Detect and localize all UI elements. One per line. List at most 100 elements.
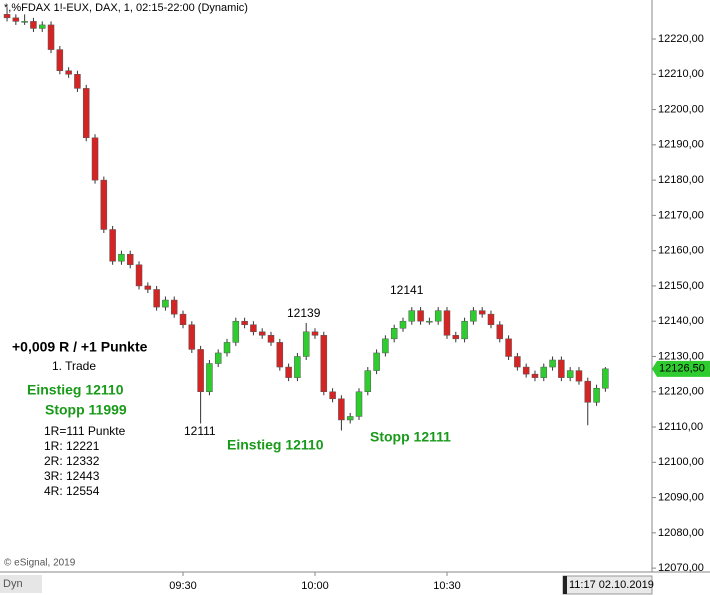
candle-body xyxy=(162,299,169,308)
candle-body xyxy=(82,88,90,139)
candle-body xyxy=(522,366,530,375)
y-tick-label: 12170,00 xyxy=(658,209,704,221)
candle-body xyxy=(399,320,407,329)
y-tick-label: 12160,00 xyxy=(658,245,704,257)
candle-body xyxy=(144,285,152,290)
y-tick-label: 12070,00 xyxy=(658,562,704,574)
candle-body xyxy=(214,352,222,364)
candle-body xyxy=(346,416,354,421)
candle-body xyxy=(584,380,592,403)
candle-body xyxy=(126,253,134,266)
chart-title: *,%FDAX 1!-EUX, DAX, 1, 02:15-22:00 (Dyn… xyxy=(4,2,248,14)
annotation: Stopp 12111 xyxy=(370,429,451,445)
candle-body xyxy=(12,17,20,22)
candle-body xyxy=(241,320,248,325)
candle-body xyxy=(109,229,116,262)
candle-body xyxy=(514,356,521,368)
y-tick-label: 12130,00 xyxy=(658,350,704,362)
candle-body xyxy=(549,359,556,368)
x-tick-label: 10:00 xyxy=(301,580,329,592)
candle-body xyxy=(170,299,178,315)
y-tick-label: 12190,00 xyxy=(658,139,704,151)
copyright: © eSignal, 2019 xyxy=(4,558,76,569)
x-tick-label: 10:30 xyxy=(433,580,461,592)
y-tick-label: 12180,00 xyxy=(658,174,704,186)
candle-body xyxy=(188,324,196,350)
candle-body xyxy=(232,320,240,343)
annotation: Stopp 11999 xyxy=(45,402,127,418)
candle-body xyxy=(417,310,424,322)
x-tick-label: 09:30 xyxy=(169,580,197,592)
candle-body xyxy=(320,335,328,393)
annotation: Einstieg 12110 xyxy=(27,382,124,398)
annotation: +0,009 R / +1 Punkte xyxy=(12,339,148,355)
candle-body xyxy=(223,342,231,354)
candle-body xyxy=(470,310,477,322)
candle-body xyxy=(311,331,319,336)
candle-body xyxy=(364,370,372,393)
y-tick-label: 12080,00 xyxy=(658,527,704,539)
candle-body xyxy=(434,310,442,322)
candle-body xyxy=(355,391,363,417)
annotation: 12141 xyxy=(390,283,424,297)
cursor-marker xyxy=(563,576,567,594)
candle-body xyxy=(452,335,460,340)
candle-body xyxy=(382,338,389,354)
candle-body xyxy=(496,324,504,340)
candle-body xyxy=(135,264,143,287)
candle-body xyxy=(206,363,213,393)
candle-body xyxy=(505,338,512,357)
candle-body xyxy=(566,370,574,378)
candle-body xyxy=(338,398,345,421)
y-tick-label: 12140,00 xyxy=(658,315,704,327)
y-tick-label: 12110,00 xyxy=(658,421,703,433)
candle-body xyxy=(30,21,37,29)
annotation: 4R: 12554 xyxy=(44,484,100,498)
candle-body xyxy=(118,253,125,262)
y-tick-label: 12200,00 xyxy=(658,103,704,115)
candle-body xyxy=(558,359,565,378)
mode-box[interactable] xyxy=(0,575,42,593)
candle-body xyxy=(74,74,81,89)
y-tick-label: 12220,00 xyxy=(658,33,704,45)
candle-body xyxy=(47,24,55,50)
candle-body xyxy=(285,366,292,378)
y-tick-label: 12120,00 xyxy=(658,386,704,398)
last-price-label: 12126,50 xyxy=(659,363,705,375)
candle-body xyxy=(65,70,72,75)
annotation: Einstieg 12110 xyxy=(227,437,324,453)
candle-body xyxy=(258,331,266,336)
mode-label[interactable]: Dyn xyxy=(3,578,23,590)
candle-body xyxy=(21,21,28,23)
y-tick-label: 12100,00 xyxy=(658,456,704,468)
annotation: 1R: 12221 xyxy=(44,439,100,453)
candle-body xyxy=(153,289,160,308)
annotation: 3R: 12443 xyxy=(44,469,100,483)
candle-body xyxy=(426,320,433,323)
candle-body xyxy=(179,313,187,325)
candle-body xyxy=(3,14,11,19)
y-tick-label: 12150,00 xyxy=(658,280,704,292)
candle-body xyxy=(540,366,548,378)
candle-body xyxy=(602,368,609,389)
annotation: 1. Trade xyxy=(52,359,96,373)
annotation: 12111 xyxy=(184,424,216,438)
candle-body xyxy=(531,373,539,378)
candle-body xyxy=(294,356,301,378)
candle-body xyxy=(302,331,310,357)
candle-body xyxy=(276,342,284,368)
candle-body xyxy=(478,310,486,315)
candle-body xyxy=(91,137,99,181)
candle-body xyxy=(390,328,398,340)
candle-body xyxy=(443,310,451,336)
candle-body xyxy=(100,179,108,230)
candle-body xyxy=(575,370,583,382)
high-label: 12232,52 xyxy=(658,0,704,1)
candle-body xyxy=(487,313,495,325)
cursor-label: 11:17 02.10.2019 xyxy=(569,579,654,591)
candle-body xyxy=(329,391,336,400)
annotation: 1R=111 Punkte xyxy=(44,424,126,438)
y-tick-label: 12090,00 xyxy=(658,491,704,503)
candle-body xyxy=(593,387,600,403)
